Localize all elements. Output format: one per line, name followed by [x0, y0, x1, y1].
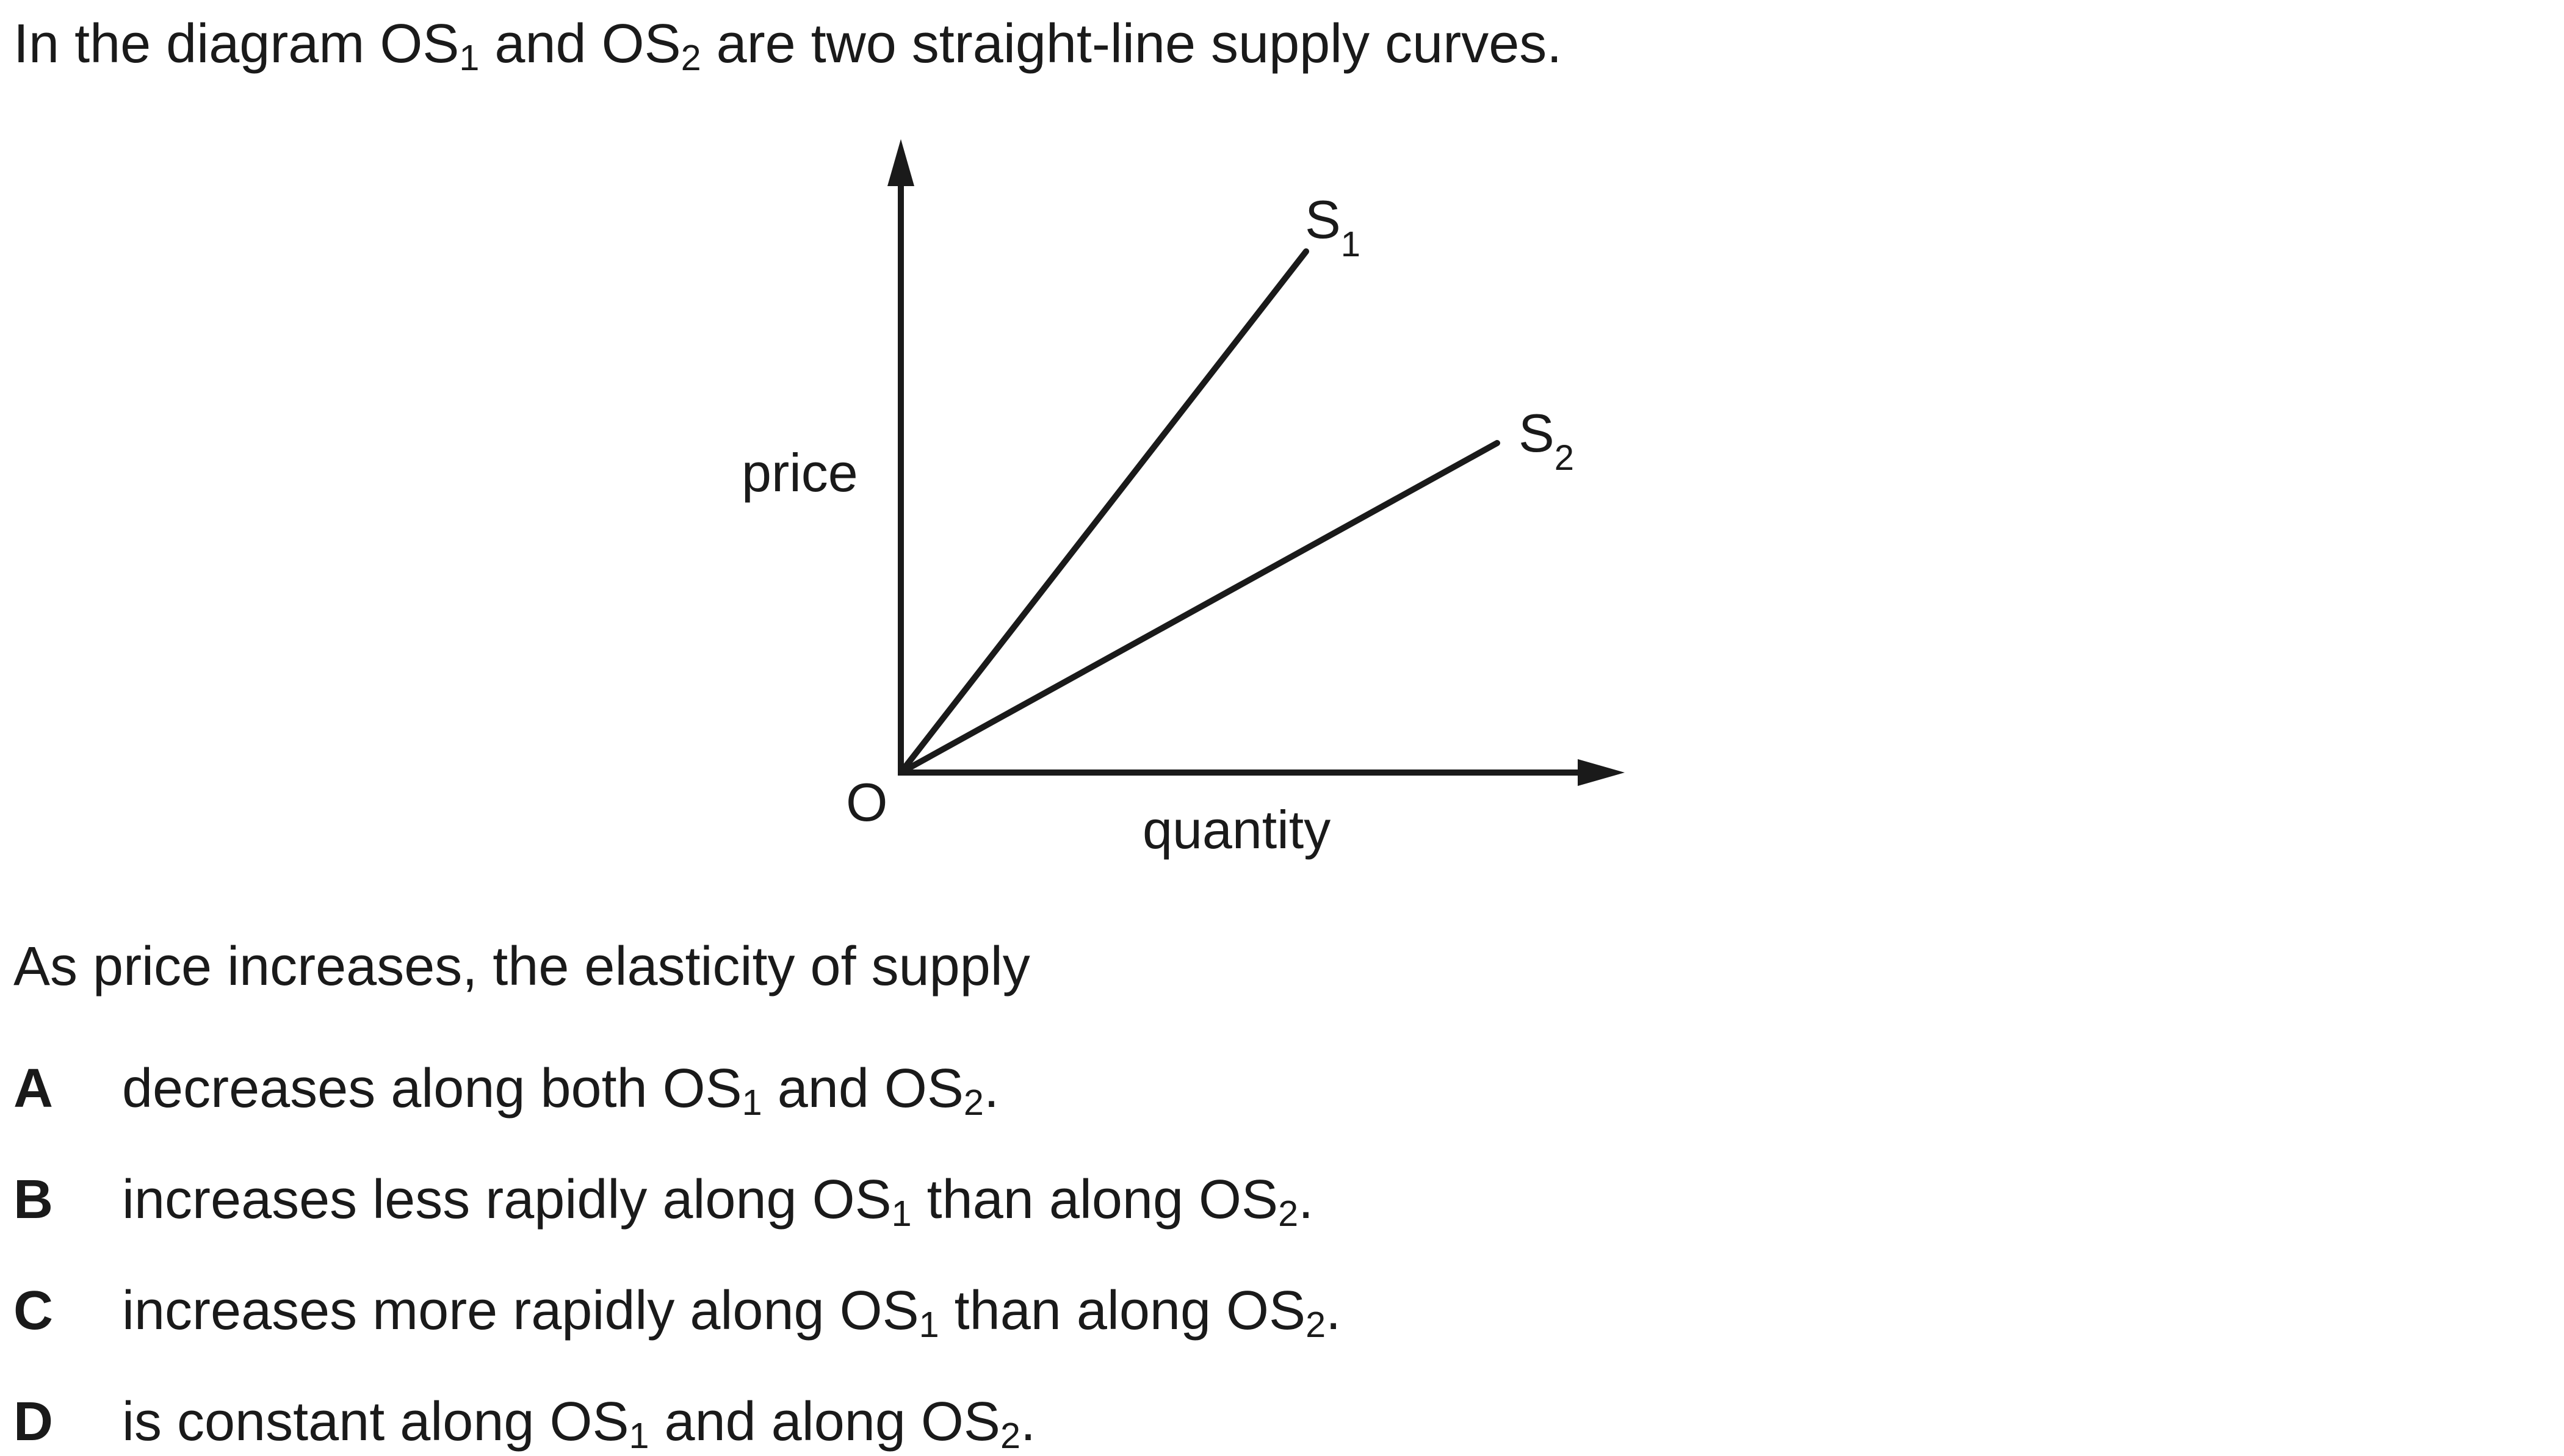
- stem-text-before: In the diagram OS: [13, 13, 460, 74]
- option-c-subscript: 1: [919, 1304, 939, 1346]
- option-b-text: increases less rapidly along OS1 than al…: [122, 1167, 1313, 1233]
- option-d-text-part: and along OS: [649, 1391, 1000, 1452]
- option-a-text-part: decreases along both OS: [122, 1058, 742, 1119]
- curve-label-s1-subscript: 1: [1341, 225, 1360, 264]
- y-axis-label: price: [742, 442, 858, 503]
- option-d-subscript: 2: [1000, 1415, 1020, 1456]
- option-b-subscript: 2: [1278, 1193, 1299, 1234]
- stem-subscript-1: 1: [459, 37, 480, 79]
- stem-subscript-2: 2: [681, 37, 701, 79]
- x-axis-arrowhead: [1578, 759, 1625, 786]
- option-c-text-part: increases more rapidly along OS: [122, 1280, 919, 1341]
- option-a-subscript: 1: [742, 1082, 762, 1123]
- option-a-letter: A: [13, 1058, 53, 1119]
- option-a-text: decreases along both OS1 and OS2.: [122, 1056, 999, 1122]
- y-axis-arrowhead: [887, 139, 914, 186]
- option-a-text-part: .: [983, 1058, 999, 1119]
- option-b-subscript: 1: [891, 1193, 912, 1234]
- stem-text-middle: and OS: [479, 13, 681, 74]
- stem-text-after: are two straight-line supply curves.: [701, 13, 1562, 74]
- x-axis-label: quantity: [1143, 799, 1331, 860]
- curve-label-s2: S2: [1519, 403, 1574, 478]
- option-c-text: increases more rapidly along OS1 than al…: [122, 1278, 1341, 1344]
- question-prompt: As price increases, the elasticity of su…: [13, 936, 1030, 997]
- option-b-text-part: .: [1298, 1169, 1314, 1230]
- option-d-text: is constant along OS1 and along OS2.: [122, 1389, 1036, 1455]
- option-c-text-part: .: [1326, 1280, 1342, 1341]
- curve-label-s2-letter: S: [1519, 403, 1555, 463]
- option-c-letter: C: [13, 1280, 53, 1341]
- option-a-text-part: and OS: [762, 1058, 964, 1119]
- option-b-letter: B: [13, 1169, 53, 1230]
- option-d[interactable]: D is constant along OS1 and along OS2.: [13, 1389, 1036, 1455]
- option-c[interactable]: C increases more rapidly along OS1 than …: [13, 1278, 1341, 1344]
- option-d-letter: D: [13, 1391, 53, 1452]
- option-c-subscript: 2: [1305, 1304, 1326, 1346]
- option-b-text-part: increases less rapidly along OS: [122, 1169, 892, 1230]
- option-d-subscript: 1: [629, 1415, 649, 1456]
- option-a-subscript: 2: [963, 1082, 984, 1123]
- curve-label-s2-subscript: 2: [1555, 438, 1574, 478]
- curve-label-s1: S1: [1305, 189, 1360, 264]
- option-d-text-part: is constant along OS: [122, 1391, 629, 1452]
- supply-curve-s1: [898, 248, 1309, 776]
- option-d-text-part: .: [1020, 1391, 1036, 1452]
- curve-label-s1-letter: S: [1305, 189, 1341, 250]
- option-b-text-part: than along OS: [911, 1169, 1279, 1230]
- option-a[interactable]: A decreases along both OS1 and OS2.: [13, 1056, 999, 1122]
- origin-label: O: [846, 772, 887, 832]
- supply-curve-s2: [898, 440, 1500, 776]
- option-c-text-part: than along OS: [939, 1280, 1306, 1341]
- option-b[interactable]: B increases less rapidly along OS1 than …: [13, 1167, 1313, 1233]
- question-stem: In the diagram OS1 and OS2 are two strai…: [13, 11, 1562, 77]
